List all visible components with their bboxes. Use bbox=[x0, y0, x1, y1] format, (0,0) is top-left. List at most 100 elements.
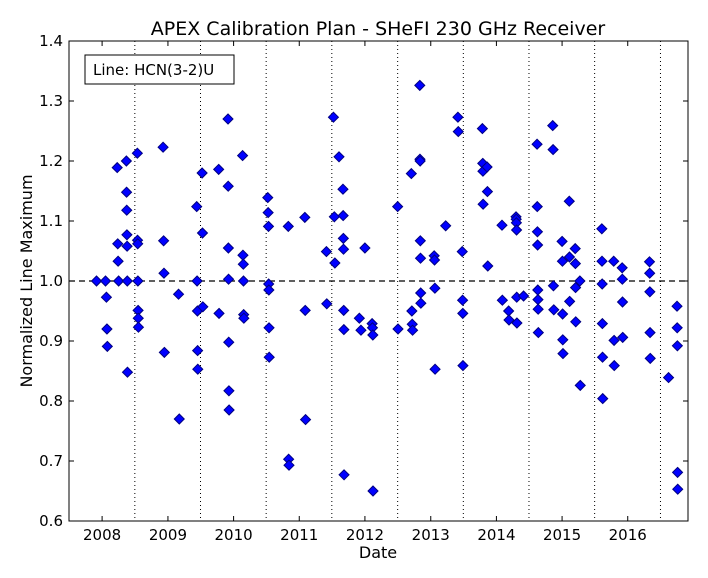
data-point bbox=[563, 195, 575, 207]
data-point bbox=[282, 220, 294, 233]
data-point bbox=[616, 273, 629, 285]
data-point bbox=[557, 347, 569, 360]
data-point bbox=[496, 219, 508, 231]
data-point bbox=[671, 340, 684, 352]
data-point bbox=[191, 344, 204, 357]
data-point bbox=[547, 143, 559, 156]
y-axis-label: Normalized Line Maximum bbox=[17, 174, 36, 387]
data-point bbox=[547, 119, 559, 132]
y-tick-label: 0.6 bbox=[39, 512, 63, 530]
data-point bbox=[367, 485, 379, 497]
data-point bbox=[531, 226, 544, 238]
data-point bbox=[456, 294, 469, 306]
data-point bbox=[429, 363, 441, 375]
data-point bbox=[262, 206, 274, 219]
data-point bbox=[391, 200, 404, 213]
data-point bbox=[112, 238, 124, 250]
data-point bbox=[353, 312, 366, 324]
data-point bbox=[531, 138, 543, 150]
data-point bbox=[212, 163, 225, 176]
data-point bbox=[556, 255, 569, 267]
data-point bbox=[532, 293, 544, 306]
data-point bbox=[223, 336, 235, 348]
data-point bbox=[197, 301, 209, 313]
data-point bbox=[157, 235, 170, 247]
data-point bbox=[531, 200, 543, 213]
data-point bbox=[359, 242, 371, 254]
data-point bbox=[121, 275, 133, 287]
data-point bbox=[191, 200, 203, 213]
data-point bbox=[616, 262, 628, 274]
data-point bbox=[596, 317, 609, 330]
data-point bbox=[481, 185, 494, 198]
data-point bbox=[262, 191, 274, 204]
data-point bbox=[608, 359, 620, 372]
data-point bbox=[173, 413, 185, 425]
data-point bbox=[414, 155, 426, 167]
data-point bbox=[367, 329, 379, 341]
data-point bbox=[548, 304, 560, 316]
data-point bbox=[643, 267, 656, 279]
x-tick-label: 2012 bbox=[346, 526, 384, 544]
data-point bbox=[121, 204, 133, 216]
y-tick-label: 1.0 bbox=[39, 272, 63, 290]
data-point bbox=[643, 256, 656, 268]
data-point bbox=[338, 469, 350, 481]
plot-area: 2008 2009 2010 2011 2012 2013 2014 2015 2016 0.6 0… bbox=[39, 32, 689, 544]
data-point bbox=[237, 275, 250, 287]
data-point bbox=[597, 392, 609, 405]
data-point bbox=[112, 255, 124, 267]
legend: Line: HCN(3-2)U bbox=[84, 54, 235, 85]
data-point bbox=[121, 240, 133, 252]
data-point bbox=[672, 483, 684, 495]
data-point bbox=[100, 291, 113, 303]
data-point bbox=[222, 180, 234, 192]
data-point bbox=[616, 331, 629, 344]
data-point bbox=[414, 235, 427, 247]
y-tick-label: 1.2 bbox=[39, 152, 63, 170]
data-point bbox=[456, 245, 468, 258]
data-point bbox=[238, 312, 250, 324]
y-tick-label: 1.4 bbox=[39, 32, 63, 50]
data-point bbox=[299, 211, 311, 224]
x-tick-label: 2013 bbox=[412, 526, 450, 544]
data-point bbox=[172, 288, 185, 300]
data-point bbox=[321, 298, 333, 310]
data-point bbox=[222, 113, 234, 125]
data-point bbox=[213, 307, 225, 320]
data-point bbox=[452, 125, 464, 138]
data-point bbox=[439, 220, 452, 232]
data-point bbox=[596, 255, 608, 267]
data-point bbox=[569, 281, 582, 294]
data-point bbox=[192, 363, 204, 375]
data-point bbox=[596, 278, 608, 290]
data-point bbox=[338, 323, 350, 336]
data-point bbox=[263, 351, 275, 363]
data-point bbox=[457, 359, 469, 372]
data-point bbox=[414, 287, 427, 299]
data-point bbox=[132, 321, 145, 333]
data-point bbox=[477, 198, 489, 210]
data-point bbox=[563, 251, 576, 263]
chart-title: APEX Calibration Plan - SHeFI 230 GHz Re… bbox=[151, 18, 606, 40]
data-point bbox=[429, 282, 441, 294]
data-point bbox=[570, 316, 582, 328]
data-point bbox=[196, 227, 209, 239]
data-point bbox=[237, 258, 250, 270]
data-point bbox=[263, 322, 275, 334]
data-point bbox=[236, 149, 249, 162]
data-point bbox=[510, 224, 523, 236]
data-point bbox=[532, 284, 544, 296]
data-point bbox=[337, 209, 349, 222]
data-point bbox=[574, 275, 586, 287]
data-point bbox=[337, 232, 350, 245]
data-point bbox=[237, 249, 249, 261]
data-point bbox=[532, 326, 545, 339]
y-tick-label: 1.3 bbox=[39, 92, 63, 110]
data-point bbox=[158, 346, 171, 359]
data-point bbox=[333, 151, 345, 163]
data-point bbox=[337, 243, 350, 255]
data-point bbox=[662, 371, 675, 384]
data-point bbox=[222, 273, 235, 285]
legend-box bbox=[84, 54, 235, 85]
